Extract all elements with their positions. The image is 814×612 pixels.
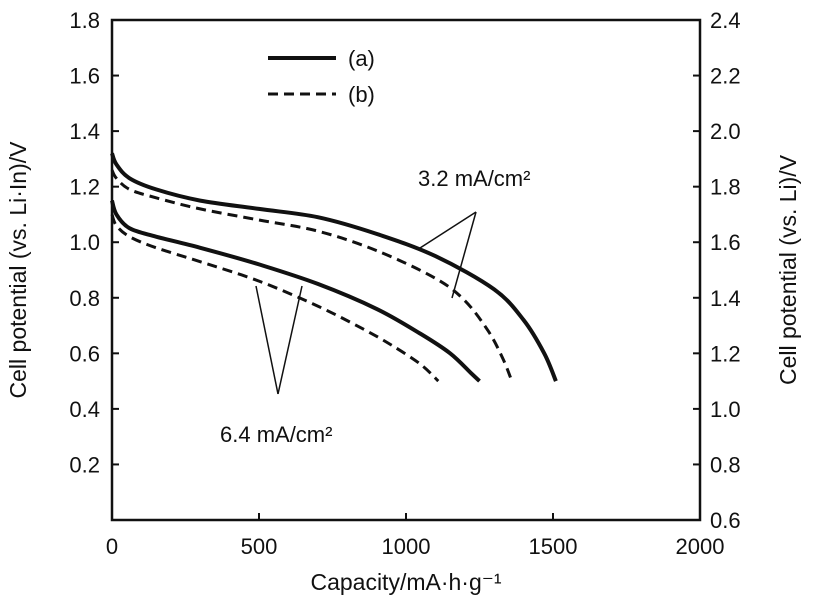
annotation-pointer-3-2-a [419,211,477,249]
y-left-tick-label: 1.8 [69,8,100,33]
series-layer [110,152,558,383]
y-axis-title-left: Cell potential (vs. Li·In)/V [5,141,31,399]
x-tick-label: 1000 [382,534,431,559]
annotation-label-6-4: 6.4 mA/cm² [220,422,332,447]
legend-label-a: (a) [348,46,375,71]
y-left-tick-label: 1.2 [69,175,100,200]
y-right-tick-label: 1.0 [710,397,741,422]
y-right-tick-label: 1.2 [710,341,741,366]
y-right-tick-label: 0.8 [710,452,741,477]
y-left-tick-label: 0.8 [69,286,100,311]
x-tick-label: 1500 [529,534,578,559]
x-axis-title: Capacity/mA·h·g⁻¹ [310,569,501,595]
series-line-b-1 [110,169,514,382]
annotation-6-4: 6.4 mA/cm² [220,285,332,447]
legend: (a) (b) [268,46,375,107]
y-axis-title-right: Cell potential (vs. Li)/V [775,154,801,385]
ticks-layer: 0 500 1000 1500 2000 0.2 0.4 0.6 0.8 1.0 1.2 1.4 1.6… [69,8,740,559]
y-left-tick-label: 0.4 [69,397,100,422]
y-right-tick-label: 1.6 [710,230,741,255]
y-left-tick-label: 0.6 [69,341,100,366]
legend-label-b: (b) [348,82,375,107]
annotation-label-3-2: 3.2 mA/cm² [418,166,530,191]
series-line-b-3 [110,213,440,383]
y-right-tick-label: 2.4 [710,8,741,33]
y-left-tick-label: 1.6 [69,64,100,89]
x-tick-label: 2000 [676,534,725,559]
series-line-a-0 [110,152,558,382]
y-right-tick-label: 2.2 [710,64,741,89]
y-left-tick-label: 1.0 [69,230,100,255]
x-tick-label: 0 [106,534,118,559]
y-right-tick-label: 1.4 [710,286,741,311]
annotation-3-2: 3.2 mA/cm² [418,166,530,299]
y-right-tick-label: 1.8 [710,175,741,200]
annotation-pointer-6-4-b [277,285,303,395]
y-left-tick-label: 1.4 [69,119,100,144]
annotation-pointer-6-4-a [255,285,279,395]
annotation-pointer-3-2-b [451,211,477,299]
x-tick-label: 500 [241,534,278,559]
plot-frame [110,18,702,522]
y-right-tick-label: 0.6 [710,508,741,533]
y-left-tick-label: 0.2 [69,452,100,477]
y-right-tick-label: 2.0 [710,119,741,144]
series-line-a-2 [110,200,481,383]
